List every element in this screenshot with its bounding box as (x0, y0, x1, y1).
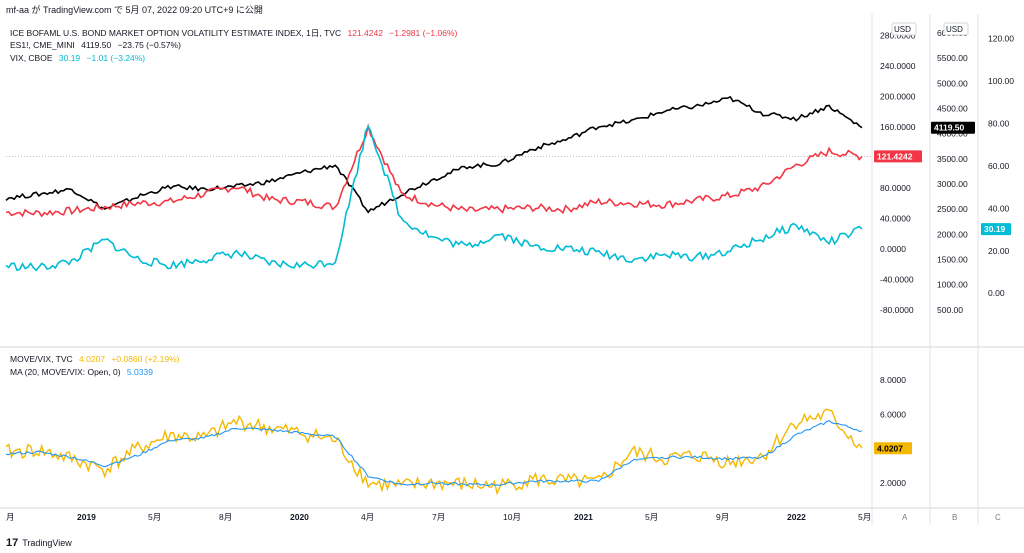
axis-a-tick: -40.0000 (880, 274, 914, 284)
ratio-series-line (5, 408, 863, 496)
legend-ratio-value: 4.0207 (79, 354, 106, 364)
ratio-axis-tick: 2.0000 (880, 478, 906, 488)
axis-c-tick: 0.00 (988, 288, 1005, 298)
axis-b-tick: 1000.00 (937, 280, 968, 290)
ratio-axis-tick: 8.0000 (880, 375, 906, 385)
axis-b-tick: 2000.00 (937, 229, 968, 239)
footer: 17 TradingView (6, 537, 72, 549)
legend-ratio-name: MOVE/VIX, TVC (10, 354, 73, 364)
axis-c-tick: 60.00 (988, 161, 1010, 171)
usd-label-b-box (943, 22, 969, 36)
time-axis-tick: 2021 (574, 512, 593, 522)
legend-ma[interactable]: MA (20, MOVE/VIX: Open, 0) 5.0339 (10, 367, 157, 377)
legend-move-value: 121.4242 (347, 28, 383, 38)
legend-vix-change: −1.01 (−3.24%) (86, 53, 146, 63)
axis-b-tick: 3500.00 (937, 154, 968, 164)
usd-label-a: USD (894, 25, 911, 34)
usd-label-b: USD (946, 25, 963, 34)
time-axis-tick: 8月 (219, 512, 232, 522)
time-axis-tick: 2022 (787, 512, 806, 522)
vix-price-tag-bg (981, 223, 1011, 236)
legend-vix-value: 30.19 (58, 53, 81, 63)
axis-c-tick: 40.00 (988, 203, 1010, 213)
tradingview-logo-icon: 17 (6, 537, 19, 549)
axis-b-tick: 3000.00 (937, 179, 968, 189)
axis-a-tick: 0.0000 (880, 244, 906, 254)
ratio-price-tag: 4.0207 (877, 443, 903, 453)
legend-vix-name: VIX, CBOE (10, 53, 53, 63)
axis-c-tick: 120.00 (988, 34, 1014, 44)
axis-b-tick: 1500.00 (937, 255, 968, 265)
move-price-tag: 121.4242 (877, 151, 913, 161)
footer-brand: TradingView (22, 538, 72, 548)
ma-series-line (5, 419, 863, 487)
time-axis-tick: 9月 (716, 512, 729, 522)
axis-b-tick: 5500.00 (937, 53, 968, 63)
move-price-tag-bg (874, 150, 922, 163)
time-axis-tick: 4月 (361, 512, 374, 522)
legend-es-change: −23.75 (−0.57%) (117, 40, 181, 50)
legend-move-change: −1.2981 (−1.06%) (389, 28, 458, 38)
es-price-tag: 4119.50 (934, 123, 965, 133)
legend-ma-name: MA (20, MOVE/VIX: Open, 0) (10, 367, 121, 377)
scale-button-b[interactable]: B (952, 513, 957, 522)
axis-b-tick: 500.00 (937, 305, 963, 315)
vix-series-line (5, 124, 863, 272)
axis-a-tick: 40.0000 (880, 213, 911, 223)
axis-b-tick: 2500.00 (937, 204, 968, 214)
ratio-price-tag-bg (874, 442, 912, 455)
axis-a-tick: 240.0000 (880, 61, 916, 71)
axis-b-tick: 5000.00 (937, 78, 968, 88)
legend-ma-value: 5.0339 (126, 367, 153, 377)
time-axis-tick: 5月 (645, 512, 658, 522)
axis-c-tick: 100.00 (988, 76, 1014, 86)
scale-button-a[interactable]: A (902, 513, 908, 522)
time-axis-tick: 2020 (290, 512, 309, 522)
time-axis-tick: 5月 (858, 512, 871, 522)
legend-ratio-change: +0.0860 (+2.19%) (111, 354, 180, 364)
es-price-tag-bg (931, 121, 975, 134)
time-axis-tick: 5月 (148, 512, 161, 522)
vix-price-tag: 30.19 (984, 224, 1006, 234)
time-axis-tick: 7月 (432, 512, 445, 522)
es-series-line (5, 95, 863, 214)
axis-c-tick: 80.00 (988, 118, 1010, 128)
time-axis-tick: 10月 (503, 512, 521, 522)
axis-a-tick: 280.0000 (880, 31, 916, 41)
axis-a-tick: 160.0000 (880, 122, 916, 132)
legend-ratio[interactable]: MOVE/VIX, TVC 4.0207 +0.0860 (+2.19%) (10, 354, 183, 364)
axis-a-tick: 200.0000 (880, 92, 916, 102)
axis-b-tick: 4500.00 (937, 104, 968, 114)
axis-b-tick: 4000.00 (937, 129, 968, 139)
scale-button-c[interactable]: C (995, 513, 1001, 522)
legend-move[interactable]: ICE BOFAML U.S. BOND MARKET OPTION VOLAT… (10, 27, 461, 39)
legend-vix[interactable]: VIX, CBOE 30.19 −1.01 (−3.24%) (10, 53, 149, 63)
publisher-header: mf-aa が TradingView.com で 5月 07, 2022 09… (6, 5, 263, 15)
usd-label-a-box (891, 22, 917, 36)
ratio-axis-tick: 6.0000 (880, 409, 906, 419)
legend-es-value: 4119.50 (81, 40, 112, 50)
time-axis-tick: 月 (6, 512, 15, 522)
axis-a-tick: -80.0000 (880, 305, 914, 315)
axis-c-tick: 20.00 (988, 246, 1010, 256)
time-axis-tick: 2019 (77, 512, 96, 522)
legend-es-name: ES1!, CME_MINI (10, 40, 75, 50)
move-series-line (5, 122, 863, 218)
legend-move-name: ICE BOFAML U.S. BOND MARKET OPTION VOLAT… (10, 28, 342, 38)
legend-es[interactable]: ES1!, CME_MINI 4119.50 −23.75 (−0.57%) (10, 40, 185, 50)
axis-a-tick: 80.0000 (880, 183, 911, 193)
